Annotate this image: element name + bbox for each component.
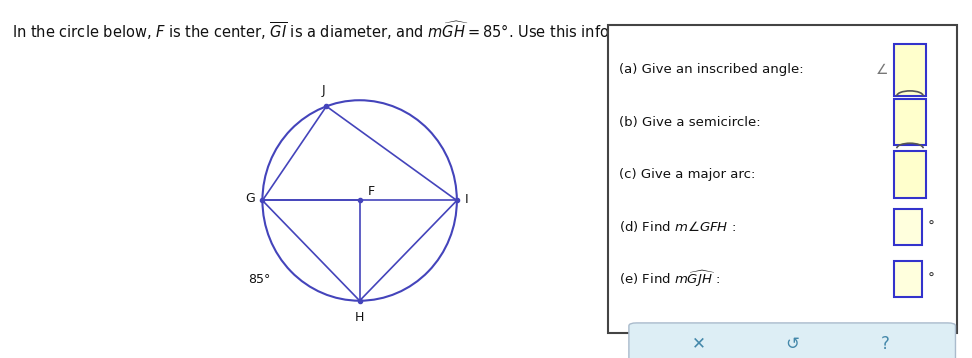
- FancyBboxPatch shape: [894, 99, 925, 145]
- FancyBboxPatch shape: [894, 209, 921, 245]
- Text: (c) Give a major arc:: (c) Give a major arc:: [619, 168, 755, 181]
- Text: (a) Give an inscribed angle:: (a) Give an inscribed angle:: [619, 63, 804, 76]
- Text: (e) Find $m \widehat{GJH}$ :: (e) Find $m \widehat{GJH}$ :: [619, 269, 720, 289]
- Text: G: G: [245, 192, 255, 205]
- Text: I: I: [465, 193, 469, 206]
- Text: F: F: [367, 185, 374, 198]
- Text: ↺: ↺: [785, 335, 799, 353]
- Text: ✕: ✕: [692, 335, 706, 353]
- FancyBboxPatch shape: [894, 151, 925, 198]
- Text: ?: ?: [881, 335, 890, 353]
- Text: 85°: 85°: [248, 273, 270, 286]
- Text: °: °: [927, 220, 934, 234]
- Text: J: J: [322, 84, 326, 97]
- Text: (d) Find $m \angle GFH$ :: (d) Find $m \angle GFH$ :: [619, 219, 736, 234]
- FancyBboxPatch shape: [894, 261, 921, 297]
- FancyBboxPatch shape: [894, 44, 925, 96]
- FancyBboxPatch shape: [608, 25, 957, 333]
- Text: (b) Give a semicircle:: (b) Give a semicircle:: [619, 116, 761, 129]
- Text: H: H: [355, 311, 364, 324]
- Text: ∠: ∠: [876, 63, 888, 77]
- FancyBboxPatch shape: [629, 323, 955, 358]
- Text: In the circle below, $F$ is the center, $\overline{GI}$ is a diameter, and $m\wi: In the circle below, $F$ is the center, …: [12, 20, 811, 42]
- Text: °: °: [927, 272, 934, 286]
